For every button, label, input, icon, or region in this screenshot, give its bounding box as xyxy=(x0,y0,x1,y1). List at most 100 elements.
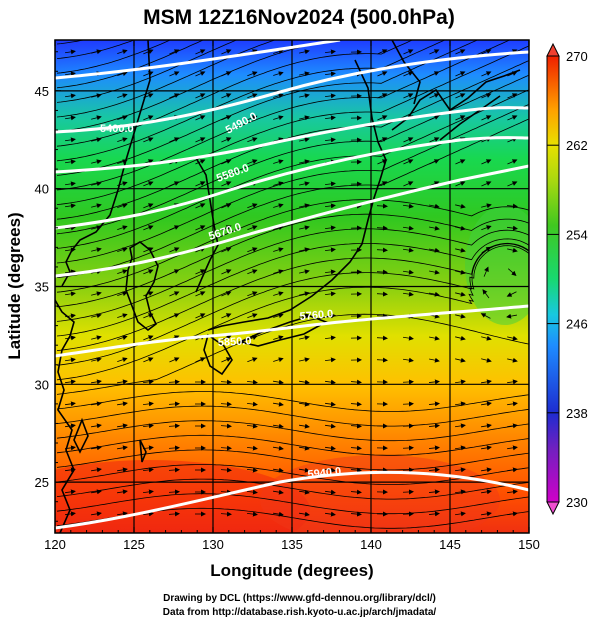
wind-arrow xyxy=(507,181,518,187)
wind-arrow xyxy=(168,401,180,407)
wind-arrow xyxy=(324,71,336,77)
wind-arrow xyxy=(377,93,388,99)
wind-arrow xyxy=(403,181,414,187)
wind-arrow xyxy=(221,225,232,231)
wind-arrow xyxy=(429,291,440,297)
wind-arrow xyxy=(376,291,388,297)
wind-arrow xyxy=(454,467,466,473)
wind-arrow xyxy=(116,423,128,429)
wind-arrow xyxy=(429,137,440,143)
wind-arrow xyxy=(221,137,232,143)
wind-arrow xyxy=(117,357,128,363)
streamline xyxy=(56,493,529,515)
wind-arrow xyxy=(507,93,518,99)
wind-arrow xyxy=(324,357,336,363)
wind-arrow xyxy=(299,445,310,451)
wind-arrow xyxy=(376,225,388,231)
wind-arrow xyxy=(481,49,492,55)
wind-arrow xyxy=(142,423,154,429)
wind-arrow xyxy=(64,291,76,297)
wind-arrow xyxy=(481,379,492,385)
wind-arrow xyxy=(299,511,310,517)
wind-arrow xyxy=(273,159,284,165)
coastlines xyxy=(55,40,521,533)
wind-arrow xyxy=(168,467,180,473)
wind-arrow xyxy=(454,401,466,407)
wind-arrow xyxy=(272,401,284,407)
wind-arrow xyxy=(299,467,310,473)
wind-arrow xyxy=(376,247,388,253)
wind-arrow xyxy=(247,313,258,319)
wind-arrow xyxy=(324,93,336,99)
wind-arrow xyxy=(429,203,440,209)
x-axis: 120 125 130 135 140 145 150 xyxy=(44,40,540,552)
wind-arrow xyxy=(195,357,206,363)
x-tick-label: 145 xyxy=(439,537,461,552)
credit-data-source: Data from http://database.rish.kyoto-u.a… xyxy=(162,607,437,618)
x-tick-label: 130 xyxy=(202,537,224,552)
wind-arrow xyxy=(142,467,154,473)
wind-arrow xyxy=(428,511,440,517)
wind-arrow xyxy=(168,423,180,429)
wind-arrow xyxy=(299,379,310,385)
wind-arrow xyxy=(350,511,362,517)
wind-arrow xyxy=(481,445,492,451)
wind-arrow xyxy=(402,247,414,253)
wind-arrow xyxy=(142,401,154,407)
wind-arrow xyxy=(169,291,180,297)
wind-arrow xyxy=(221,49,232,55)
wind-arrow xyxy=(91,401,102,407)
wind-arrow xyxy=(143,115,154,121)
wind-arrow xyxy=(350,467,362,473)
wind-arrow xyxy=(91,489,102,495)
streamline xyxy=(56,478,529,500)
wind-arrow xyxy=(273,291,284,297)
wind-arrow xyxy=(195,269,206,275)
wind-arrow xyxy=(220,423,232,429)
contour-label: 5850.0 xyxy=(218,335,252,349)
streamline xyxy=(56,60,529,220)
wind-arrow xyxy=(402,401,414,407)
wind-arrow xyxy=(350,379,362,385)
colorbar-tick-label: 270 xyxy=(566,49,588,64)
wind-arrow xyxy=(116,401,128,407)
wind-arrow xyxy=(455,291,466,297)
wind-arrow xyxy=(273,71,284,77)
wind-arrow xyxy=(143,357,154,363)
wind-arrow xyxy=(169,181,180,187)
wind-arrow xyxy=(64,225,76,231)
wind-arrow xyxy=(247,291,258,297)
wind-arrow xyxy=(246,445,258,451)
wind-arrow xyxy=(195,225,206,231)
wind-arrow xyxy=(246,379,258,385)
wind-arrow xyxy=(273,247,284,253)
wind-arrow xyxy=(428,379,440,385)
wind-arrow xyxy=(221,269,232,275)
wind-arrow xyxy=(481,71,492,77)
wind-arrow xyxy=(324,489,336,495)
wind-arrow xyxy=(429,357,440,363)
wind-arrow xyxy=(402,357,414,363)
streamline xyxy=(56,89,529,249)
y-tick-label: 25 xyxy=(35,475,49,490)
streamline xyxy=(56,449,529,471)
wind-arrow xyxy=(506,467,518,473)
wind-arrow xyxy=(299,115,310,121)
wind-arrow xyxy=(299,181,310,187)
wind-arrow xyxy=(299,137,310,143)
wind-arrow xyxy=(273,335,284,341)
wind-arrow xyxy=(403,159,414,165)
wind-arrow xyxy=(376,335,388,341)
streamline xyxy=(56,420,529,442)
streamline xyxy=(56,199,529,293)
wind-arrow xyxy=(143,71,154,77)
wind-arrow xyxy=(169,49,180,55)
wind-arrow xyxy=(91,511,102,517)
contour-label: 5760.0 xyxy=(299,308,334,323)
wind-arrow xyxy=(454,445,466,451)
streamline xyxy=(56,40,172,74)
wind-arrow xyxy=(168,445,180,451)
wind-arrow xyxy=(402,379,414,385)
wind-arrow xyxy=(506,489,518,495)
wind-arrow xyxy=(506,225,518,231)
